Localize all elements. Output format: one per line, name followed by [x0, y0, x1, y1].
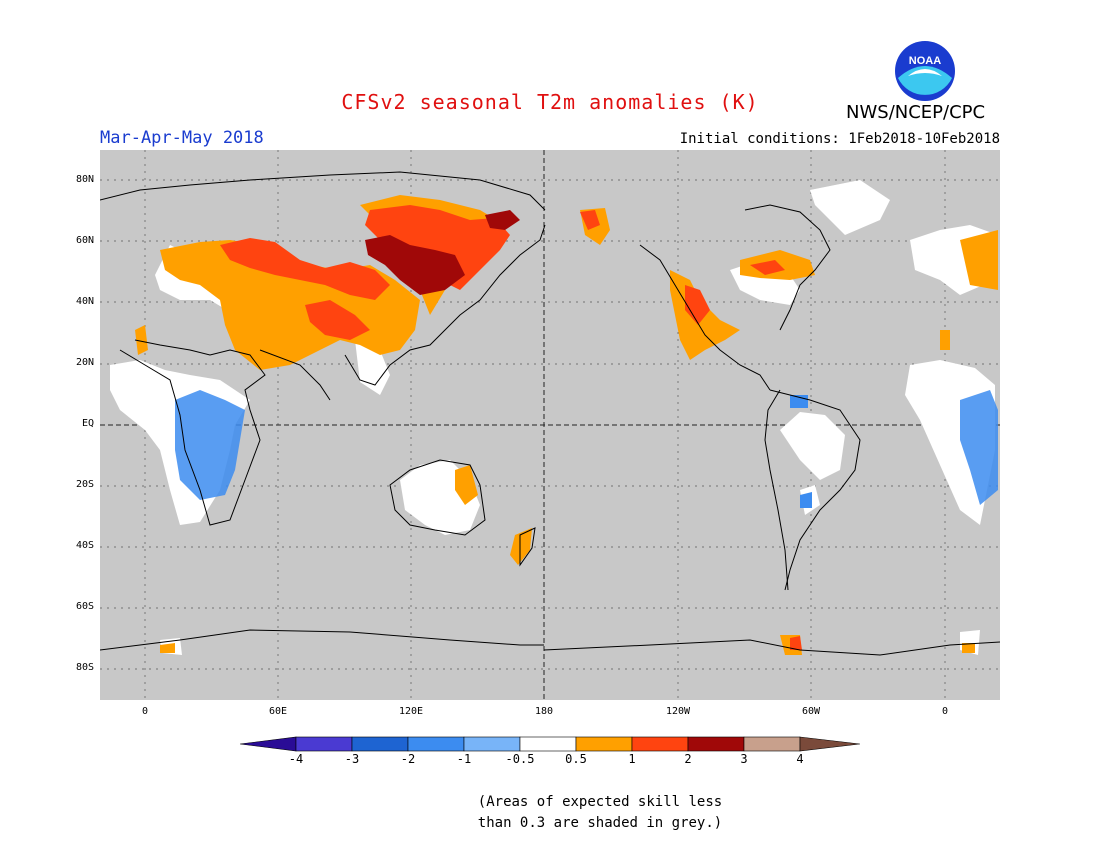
- skill-footnote-line-2: than 0.3 are shaded in grey.): [477, 815, 723, 831]
- negative-anomaly-areas: [175, 390, 998, 508]
- legend-label: -1: [456, 752, 472, 766]
- legend-swatch: [407, 736, 465, 752]
- lat-label-20n: 20N: [75, 357, 94, 368]
- legend-label: -0.5: [505, 752, 535, 766]
- lon-label-60w: 60W: [801, 706, 821, 717]
- lat-label-80s: 80S: [75, 662, 94, 673]
- map-title: CFSv2 seasonal T2m anomalies (K): [341, 90, 759, 114]
- coastlines: [100, 171, 1000, 656]
- legend-label: 4: [796, 752, 804, 766]
- legend-label: -2: [400, 752, 416, 766]
- legend-swatch: [575, 736, 633, 752]
- legend-swatch: [519, 736, 577, 752]
- initial-conditions-label: Initial conditions: 1Feb2018-10Feb2018: [679, 131, 1000, 147]
- legend-label: -3: [344, 752, 360, 766]
- legend-label: -4: [288, 752, 304, 766]
- lon-label-0-east: 0: [941, 706, 949, 717]
- anomaly-map: [100, 150, 1000, 700]
- noaa-logo: NOAA: [895, 41, 955, 101]
- lat-label-40s: 40S: [75, 540, 94, 551]
- lon-label-180: 180: [534, 706, 554, 717]
- legend-swatch: [631, 736, 689, 752]
- lon-label-60e: 60E: [268, 706, 288, 717]
- legend-swatch-max: [799, 736, 860, 752]
- legend-label: 3: [740, 752, 748, 766]
- skill-footnote: (Areas of expected skill less than 0.3 a…: [420, 792, 780, 834]
- skill-footnote-line-1: (Areas of expected skill less: [477, 794, 723, 810]
- legend-swatch: [687, 736, 745, 752]
- equator-dateline: [100, 150, 1000, 700]
- very-strong-warm-anomaly-areas: [365, 210, 520, 295]
- noaa-logo-text: NOAA: [909, 55, 941, 67]
- legend-swatch: [743, 736, 801, 752]
- lat-label-60s: 60S: [75, 601, 94, 612]
- lon-label-120e: 120E: [398, 706, 424, 717]
- lat-label-80n: 80N: [75, 174, 94, 185]
- lat-label-20s: 20S: [75, 479, 94, 490]
- legend-swatch: [295, 736, 353, 752]
- organization-label: NWS/NCEP/CPC: [846, 102, 986, 123]
- legend-swatch: [463, 736, 521, 752]
- season-label: Mar-Apr-May 2018: [100, 128, 264, 148]
- legend-label: 0.5: [565, 752, 587, 766]
- lat-label-60n: 60N: [75, 235, 94, 246]
- lon-label-0: 0: [141, 706, 149, 717]
- color-legend: [240, 736, 860, 752]
- lat-label-eq: EQ: [81, 418, 94, 429]
- legend-label: 2: [684, 752, 692, 766]
- legend-swatch: [351, 736, 409, 752]
- legend-swatch-min: [240, 736, 297, 752]
- lat-label-40n: 40N: [75, 296, 94, 307]
- legend-label: 1: [628, 752, 636, 766]
- strong-warm-anomaly-areas: [220, 205, 802, 650]
- lon-label-120w: 120W: [665, 706, 691, 717]
